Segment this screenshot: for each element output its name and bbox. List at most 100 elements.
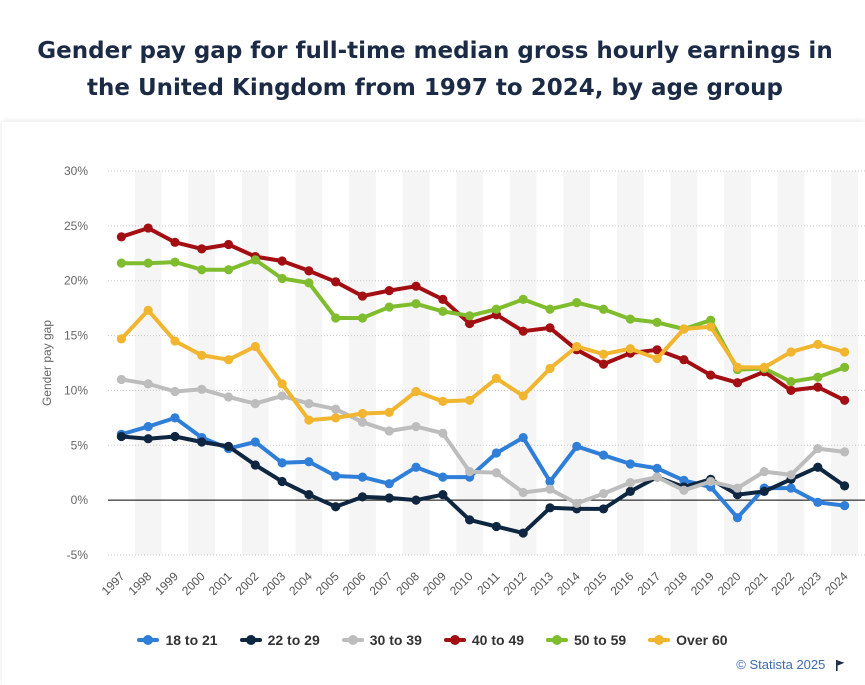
legend-item[interactable]: 30 to 39 [341,632,422,648]
data-point [545,476,555,487]
data-point [384,479,394,489]
column-band [456,171,483,555]
data-point [357,492,368,502]
x-tick-label: 2009 [420,569,449,598]
data-point [786,470,796,480]
data-point [250,398,260,409]
data-point [357,291,368,301]
x-tick-label: 2007 [367,569,396,598]
series-line-30-to-39 [119,377,847,506]
series-line-18-to-21 [119,415,847,520]
data-point [840,347,850,357]
data-point [625,477,635,488]
data-point [786,347,796,357]
data-point [411,386,421,397]
data-point [304,278,314,288]
column-band [402,171,430,555]
data-point [250,341,260,352]
legend-label: 18 to 21 [165,632,218,648]
data-point [491,468,501,478]
data-point [143,258,153,268]
data-point [491,373,501,383]
y-tick-label: 30% [64,164,88,178]
data-point [518,433,528,443]
data-point [223,441,234,451]
data-point [384,302,394,312]
x-tick-label: 2018 [661,569,690,598]
data-point [331,277,341,287]
data-point [679,485,689,495]
data-point [598,450,609,460]
data-point [170,431,180,442]
x-tick-label: 2015 [581,569,610,598]
data-point [465,515,475,525]
data-point [491,448,501,458]
x-tick-label: 2003 [259,569,288,598]
x-tick-label: 2022 [768,569,797,598]
data-point [625,486,635,496]
x-tick-label: 2024 [822,569,851,598]
x-tick-label: 2001 [206,569,235,598]
data-point [652,472,662,482]
data-point [411,281,421,291]
data-point [465,311,475,321]
data-point [840,362,850,372]
data-point [438,396,448,406]
column-band [349,171,376,555]
data-point [598,488,609,499]
data-point [732,513,743,523]
data-point [518,528,528,538]
data-point [491,521,501,532]
data-point [732,378,743,388]
data-point [116,431,126,442]
data-point [170,413,180,423]
x-tick-label: 2017 [634,569,663,598]
data-point [545,363,555,374]
data-point [250,437,260,447]
statista-credit[interactable]: © Statista 2025 [736,657,843,672]
data-point [706,476,716,487]
legend-item[interactable]: 40 to 49 [443,632,524,648]
column-band [509,171,537,555]
data-point [331,471,341,481]
data-point [223,392,234,402]
data-point [384,407,394,417]
data-point [518,326,528,336]
x-tick-label: 2021 [742,569,771,598]
legend-item[interactable]: 22 to 29 [239,632,320,648]
legend-item[interactable]: 18 to 21 [137,632,218,648]
data-point [625,344,635,354]
data-point [598,304,609,314]
legend-swatch [648,635,671,645]
data-point [518,391,528,401]
credit-text: © Statista 2025 [736,657,826,672]
x-tick-label: 2013 [527,569,556,598]
flag-icon[interactable] [836,660,845,671]
data-point [840,395,850,405]
data-point [197,265,207,275]
data-point [197,437,207,447]
column-band [563,171,591,555]
y-axis-label: Gender pay gap [40,320,54,406]
legend-swatch [341,635,364,645]
data-point [277,256,287,266]
data-point [813,382,823,392]
legend-item[interactable]: Over 60 [648,632,728,648]
data-point [411,495,421,505]
data-point [625,459,635,469]
data-point [813,443,823,454]
data-point [652,463,662,473]
data-point [786,385,796,396]
data-point [572,341,582,352]
data-point [384,285,394,296]
data-point [786,483,796,493]
legend-item[interactable]: 50 to 59 [546,632,626,648]
data-point [331,413,341,423]
column-band [188,171,216,555]
data-point [277,391,287,401]
data-point [304,457,314,467]
data-point [143,422,153,432]
data-point [813,372,823,382]
data-point [438,428,448,438]
legend-swatch [239,635,262,645]
